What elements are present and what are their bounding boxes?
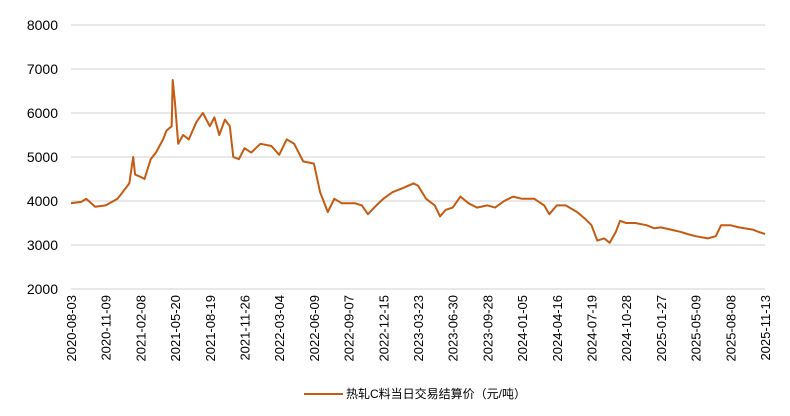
- series-line: [70, 79, 766, 244]
- y-tick-label: 5000: [27, 149, 58, 165]
- y-tick-label: 8000: [27, 17, 58, 33]
- x-tick-label: 2022-06-09: [307, 295, 322, 362]
- x-tick-label: 2023-03-23: [411, 295, 426, 362]
- x-tick-label: 2020-08-03: [64, 295, 79, 362]
- y-tick-label: 4000: [27, 193, 58, 209]
- y-tick-label: 6000: [27, 105, 58, 121]
- x-tick-label: 2025-08-08: [723, 295, 738, 362]
- y-tick-label: 3000: [27, 237, 58, 253]
- x-tick-label: 2022-12-15: [376, 295, 391, 362]
- x-tick-label: 2024-10-28: [619, 295, 634, 362]
- x-tick-label: 2025-05-09: [689, 295, 704, 362]
- x-tick-label: 2025-11-13: [758, 295, 773, 361]
- x-tick-label: 2021-02-08: [133, 295, 148, 362]
- gridlines: [71, 24, 765, 290]
- legend: 热轧C料当日交易结算价（元/吨）: [304, 386, 526, 401]
- x-tick-label: 2025-01-27: [654, 295, 669, 362]
- x-tick-label: 2024-01-05: [515, 295, 530, 362]
- x-tick-label: 2023-09-28: [480, 295, 495, 362]
- y-tick-label: 2000: [27, 281, 58, 297]
- x-tick-label: 2021-08-19: [203, 295, 218, 362]
- legend-label: 热轧C料当日交易结算价（元/吨）: [346, 386, 526, 401]
- x-tick-label: 2022-03-04: [272, 295, 287, 362]
- x-tick-label: 2022-09-07: [342, 295, 357, 362]
- x-tick-label: 2024-04-16: [550, 295, 565, 362]
- x-tick-label: 2020-11-09: [99, 295, 114, 361]
- y-tick-label: 7000: [27, 61, 58, 77]
- x-axis-ticks: 2020-08-03 2020-11-09 2021-02-08 2021-05-20…: [64, 295, 773, 362]
- x-tick-label: 2021-11-26: [238, 295, 253, 361]
- x-tick-label: 2021-05-20: [168, 295, 183, 362]
- x-tick-label: 2024-07-19: [585, 295, 600, 362]
- y-axis-ticks: 2000 3000 4000 5000 6000 7000 8000: [27, 17, 58, 297]
- x-tick-label: 2023-06-30: [446, 295, 461, 362]
